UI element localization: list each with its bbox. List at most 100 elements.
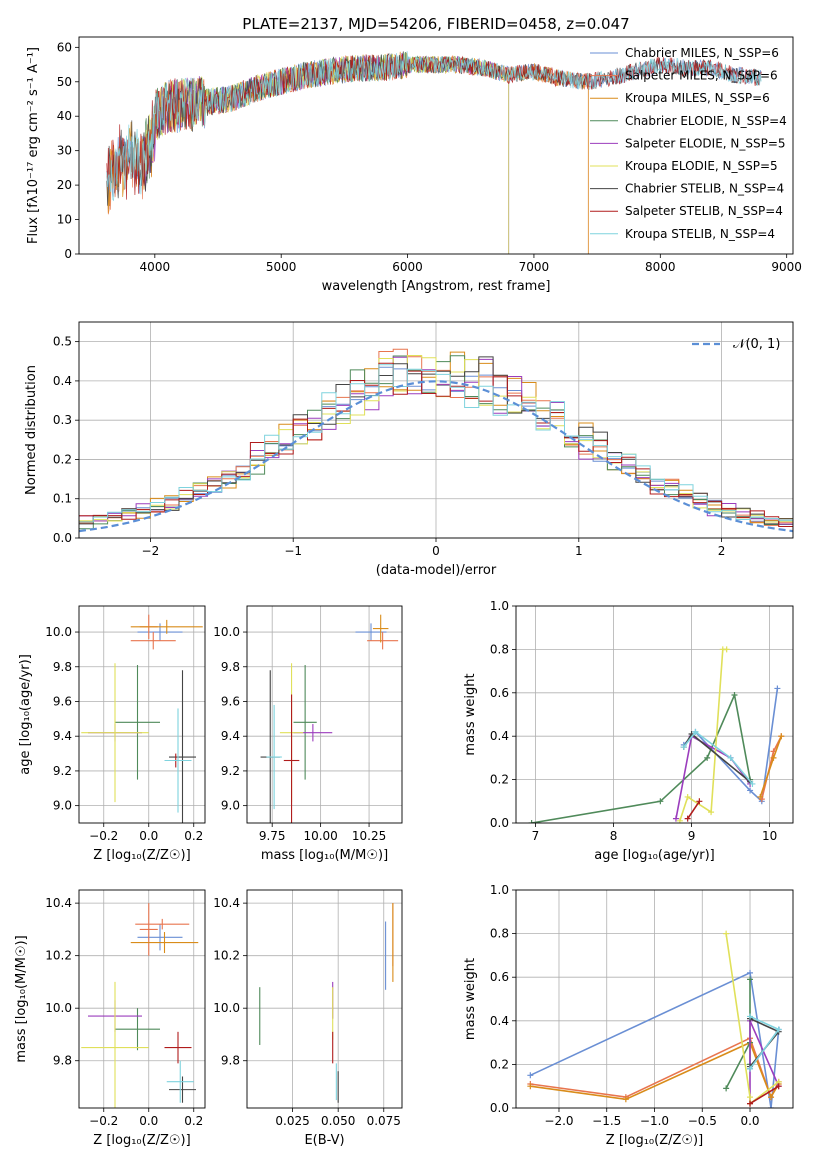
weight-marker	[749, 780, 756, 787]
y-tick-label: 0.0	[490, 1101, 509, 1115]
x-tick-label: 7000	[519, 260, 550, 274]
y-tick-label: 0.4	[490, 729, 509, 743]
y-tick-label: 10.0	[45, 1001, 72, 1015]
error-bar-point	[137, 623, 183, 641]
weight-marker	[747, 969, 754, 976]
y-tick-label: 9.8	[221, 660, 240, 674]
plot-area	[528, 646, 785, 823]
axes-frame	[78, 36, 794, 255]
weight-marker	[775, 1083, 782, 1090]
error-bar-point	[81, 663, 149, 803]
mass-weight-vs-age-panel: 7 8 9 10 0.0 0.2 0.4 0.6 0.8 1.0 age [log₁₀(age/yr…	[463, 599, 794, 863]
weight-marker	[727, 754, 734, 761]
x-axis-label: wavelength [Angstrom, rest frame]	[322, 279, 551, 294]
y-tick-label: 0.2	[490, 773, 509, 787]
y-tick-label: 10	[57, 213, 72, 227]
y-tick-label: 9.0	[221, 799, 240, 813]
axes-frame	[78, 889, 206, 1109]
x-axis-label: Z [log₁₀(Z/Z☉)]	[93, 1133, 190, 1148]
y-tick-label: 9.8	[53, 1054, 72, 1068]
error-bar-point	[130, 619, 203, 634]
axes: −0.2 0.0 0.2 9.0 9.2 9.4 9.6 9.8 10.0 Z [log₁₀(Z/…	[18, 605, 206, 863]
legend-label: Chabrier ELODIE, N_SSP=4	[625, 114, 787, 128]
error-bar-point	[81, 981, 149, 1108]
histogram-step	[79, 362, 793, 531]
legend-label: Kroupa STELIB, N_SSP=4	[625, 227, 775, 241]
y-tick-label: 10.0	[213, 1001, 240, 1015]
y-tick-label: 0	[64, 247, 72, 261]
y-tick-label: 0.2	[53, 452, 72, 466]
error-bar-point	[355, 623, 387, 641]
weight-marker	[622, 1096, 629, 1103]
x-axis-label: (data-model)/error	[376, 563, 497, 578]
x-tick-label: −2.0	[544, 1114, 573, 1128]
spectrum-panel: 4000 5000 6000 7000 8000 9000 0 10 20 30 40 50 60 wav…	[26, 36, 802, 294]
x-tick-label: 0.050	[321, 1114, 355, 1128]
plot-area	[81, 614, 203, 823]
x-axis-label: Z [log₁₀(Z/Z☉)]	[93, 848, 190, 863]
x-axis-label: mass [log₁₀(M/M☉)]	[261, 848, 388, 863]
x-axis-label: E(B-V)	[304, 1133, 344, 1148]
x-axis-label: age [log₁₀(age/yr)]	[594, 848, 715, 863]
weight-marker	[757, 793, 764, 800]
x-tick-label: 8	[610, 829, 618, 843]
axes: 4000 5000 6000 7000 8000 9000 0 10 20 30 40 50 60 wav…	[26, 36, 802, 294]
weight-marker	[672, 815, 679, 822]
weight-marker	[692, 728, 699, 735]
x-tick-label: 0	[432, 544, 440, 558]
y-tick-label: 9.0	[53, 799, 72, 813]
error-bar-point	[169, 670, 196, 823]
axes: −2.0 −1.5 −1.0 −0.5 0.0 0.0 0.2 0.4 0.6 0.8 1.0 Z […	[463, 883, 794, 1148]
weight-marker	[708, 809, 715, 816]
axes-frame	[78, 605, 206, 824]
legend: Chabrier MILES, N_SSP=6 Salpeter MILES, N…	[590, 46, 787, 241]
y-tick-label: 10.0	[213, 625, 240, 639]
y-axis-label: mass weight	[463, 958, 478, 1040]
plot-area	[527, 930, 782, 1108]
y-tick-label: 50	[57, 75, 72, 89]
axes: 0.025 0.050 0.075 9.8 10.0 10.2 10.4 E(B-V)	[213, 889, 403, 1148]
y-tick-label: 20	[57, 178, 72, 192]
weight-marker	[731, 691, 738, 698]
x-tick-label: 4000	[140, 260, 171, 274]
age-vs-metallicity-panel: −0.2 0.0 0.2 9.0 9.2 9.4 9.6 9.8 10.0 Z [log₁₀(Z/…	[18, 605, 206, 863]
axes-frame	[246, 605, 403, 824]
residuals-panel: −2 −1 0 1 2 0.0 0.1 0.2 0.3 0.4 0.5 (data-model)/er…	[24, 321, 794, 578]
error-bar-point	[115, 1008, 160, 1051]
figure-title: PLATE=2137, MJD=54206, FIBERID=0458, z=0…	[242, 15, 629, 33]
weight-line	[687, 800, 701, 820]
y-axis-label: mass weight	[463, 673, 478, 755]
grid	[79, 606, 205, 823]
error-bar-point	[164, 1031, 192, 1064]
mass-weight-vs-metallicity-panel: −2.0 −1.5 −1.0 −0.5 0.0 0.0 0.2 0.4 0.6 0.8 1.0 Z […	[463, 883, 794, 1148]
y-tick-label: 0.8	[490, 927, 509, 941]
spectrum-line	[106, 51, 762, 202]
y-tick-label: 0.4	[490, 1014, 509, 1028]
axes-frame	[515, 605, 794, 824]
weight-line	[531, 692, 751, 823]
x-tick-label: 0.0	[139, 829, 158, 843]
y-tick-label: 10.0	[45, 625, 72, 639]
weight-marker	[747, 976, 754, 983]
x-tick-label: 0.025	[275, 1114, 309, 1128]
y-tick-label: 9.6	[53, 694, 72, 708]
weight-marker	[770, 754, 777, 761]
plot-area	[259, 903, 394, 1103]
axes: 9.75 10.00 10.25 9.0 9.2 9.4 9.6 9.8 10.0 mass [l…	[213, 605, 403, 863]
weight-marker	[768, 1094, 775, 1101]
weight-line	[749, 1017, 780, 1068]
grid	[79, 890, 205, 1108]
error-bar-point	[293, 665, 317, 780]
x-tick-label: 10.00	[303, 829, 337, 843]
y-tick-label: 10.2	[45, 949, 72, 963]
plot-area	[260, 614, 399, 823]
weight-marker	[774, 685, 781, 692]
x-axis-label: Z [log₁₀(Z/Z☉)]	[606, 1133, 703, 1148]
x-tick-label: 10.25	[352, 829, 386, 843]
x-tick-label: 9.75	[259, 829, 286, 843]
weight-marker	[778, 733, 785, 740]
y-tick-label: 0.4	[53, 374, 72, 388]
weight-marker	[723, 1085, 730, 1092]
axes: −2 −1 0 1 2 0.0 0.1 0.2 0.3 0.4 0.5 (data-model)/er…	[24, 321, 794, 578]
